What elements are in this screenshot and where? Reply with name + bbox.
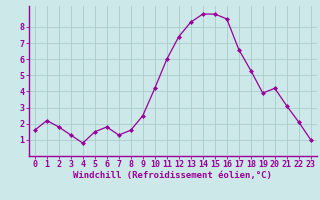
X-axis label: Windchill (Refroidissement éolien,°C): Windchill (Refroidissement éolien,°C) — [73, 171, 272, 180]
